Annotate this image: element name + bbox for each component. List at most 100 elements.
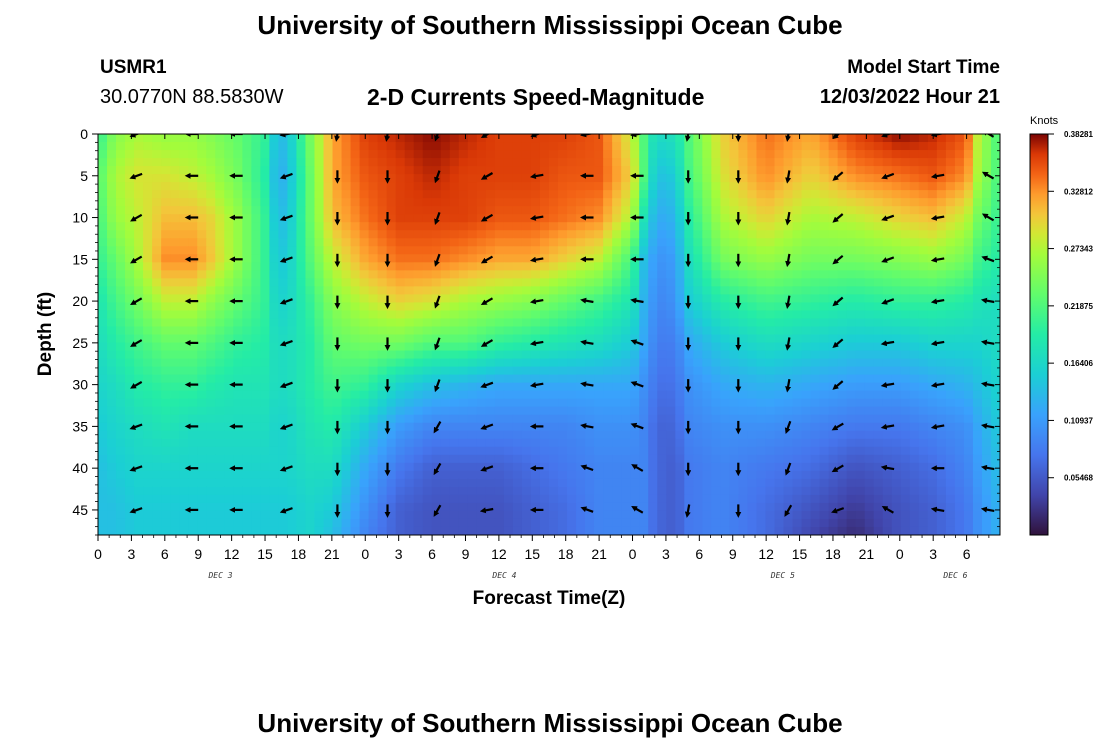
heatmap-cell: [530, 142, 541, 151]
heatmap-cell: [576, 206, 586, 215]
heatmap-cell: [846, 430, 857, 440]
heatmap-cell: [233, 366, 243, 376]
heatmap-cell: [702, 246, 712, 255]
heatmap-cell: [603, 414, 613, 424]
heatmap-cell: [422, 414, 433, 424]
heatmap-cell: [576, 486, 586, 496]
heatmap-cell: [558, 182, 568, 191]
heatmap-cell: [621, 518, 631, 528]
heatmap-cell: [747, 198, 758, 207]
heatmap-cell: [458, 342, 469, 352]
heatmap-cell: [269, 182, 279, 191]
heatmap-cell: [828, 454, 839, 464]
heatmap-cell: [567, 302, 577, 312]
heatmap-cell: [972, 166, 983, 175]
heatmap-cell: [242, 342, 252, 352]
heatmap-cell: [828, 310, 839, 320]
heatmap-cell: [720, 438, 730, 448]
heatmap-cell: [855, 158, 866, 167]
heatmap-cell: [828, 262, 839, 271]
heatmap-cell: [152, 158, 162, 167]
heatmap-cell: [341, 166, 352, 175]
heatmap-cell: [296, 310, 307, 320]
heatmap-cell: [404, 158, 415, 167]
heatmap-cell: [909, 526, 920, 535]
heatmap-cell: [296, 526, 307, 535]
heatmap-cell: [621, 158, 631, 167]
heatmap-cell: [639, 238, 649, 247]
heatmap-cell: [720, 454, 730, 464]
heatmap-cell: [819, 398, 830, 408]
heatmap-cell: [161, 510, 171, 520]
heatmap-cell: [756, 318, 767, 328]
heatmap-cell: [134, 414, 144, 424]
heatmap-cell: [431, 462, 442, 472]
heatmap-cell: [386, 486, 397, 496]
heatmap-cell: [467, 422, 478, 432]
heatmap-cell: [134, 182, 144, 191]
heatmap-cell: [720, 446, 730, 456]
heatmap-cell: [963, 358, 974, 368]
heatmap-cell: [98, 510, 108, 520]
heatmap-cell: [774, 510, 785, 520]
heatmap-cell: [567, 238, 577, 247]
heatmap-cell: [981, 134, 992, 143]
heatmap-cell: [458, 462, 469, 472]
heatmap-cell: [188, 302, 198, 312]
heatmap-cell: [621, 246, 631, 255]
heatmap-cell: [747, 318, 758, 328]
heatmap-cell: [693, 326, 703, 336]
heatmap-cell: [503, 134, 514, 143]
heatmap-cell: [675, 302, 685, 312]
heatmap-cell: [395, 374, 406, 384]
heatmap-cell: [332, 238, 343, 247]
heatmap-cell: [224, 518, 234, 528]
heatmap-cell: [98, 342, 108, 352]
heatmap-cell: [467, 262, 478, 271]
heatmap-cell: [134, 246, 144, 255]
heatmap-cell: [990, 422, 1000, 432]
heatmap-cell: [810, 134, 821, 143]
heatmap-cell: [558, 174, 568, 183]
heatmap-cell: [810, 398, 821, 408]
heatmap-cell: [233, 286, 243, 295]
heatmap-cell: [269, 486, 279, 496]
heatmap-cell: [954, 198, 965, 207]
heatmap-cell: [332, 150, 343, 159]
heatmap-cell: [440, 182, 451, 191]
heatmap-cell: [539, 414, 550, 424]
heatmap-cell: [828, 198, 839, 207]
heatmap-cell: [720, 214, 730, 223]
heatmap-cell: [612, 174, 622, 183]
heatmap-cell: [116, 406, 126, 416]
heatmap-cell: [404, 502, 415, 512]
heatmap-cell: [314, 254, 325, 263]
heatmap-cell: [332, 182, 343, 191]
heatmap-cell: [549, 406, 559, 416]
heatmap-cell: [972, 478, 983, 488]
heatmap-cell: [882, 158, 893, 167]
heatmap-cell: [549, 438, 559, 448]
heatmap-cell: [783, 182, 794, 191]
heatmap-cell: [161, 238, 171, 247]
heatmap-cell: [530, 270, 541, 279]
heatmap-cell: [558, 142, 568, 151]
heatmap-cell: [440, 262, 451, 271]
heatmap-cell: [855, 502, 866, 512]
heatmap-cell: [179, 430, 189, 440]
heatmap-cell: [314, 206, 325, 215]
heatmap-cell: [738, 454, 749, 464]
heatmap-cell: [116, 478, 126, 488]
heatmap-cell: [621, 270, 631, 279]
heatmap-cell: [981, 446, 992, 456]
heatmap-cell: [350, 302, 361, 312]
heatmap-cell: [792, 350, 803, 360]
heatmap-cell: [828, 142, 839, 151]
heatmap-cell: [756, 222, 767, 231]
heatmap-cell: [648, 526, 658, 535]
heatmap-cell: [224, 230, 234, 239]
heatmap-cell: [170, 182, 180, 191]
heatmap-cell: [242, 262, 252, 271]
heatmap-cell: [675, 134, 685, 143]
heatmap-cell: [783, 310, 794, 320]
